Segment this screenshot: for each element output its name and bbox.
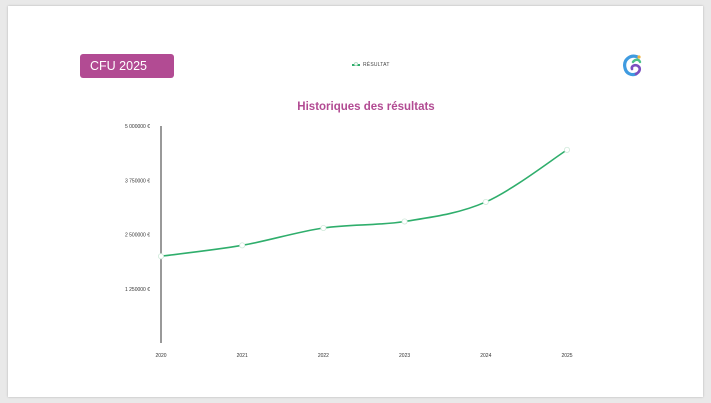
y-tick-label: 2 500000 € xyxy=(125,233,150,239)
legend-label: RÉSULTAT xyxy=(363,62,390,68)
y-tick-label: 3 750000 € xyxy=(125,178,150,184)
x-tick-label: 2023 xyxy=(399,353,410,359)
data-point xyxy=(482,198,489,205)
x-tick-label: 2021 xyxy=(237,353,248,359)
series-line-resultat xyxy=(160,149,568,257)
chart-legend: RÉSULTAT xyxy=(352,62,390,68)
y-tick-label: 1 250000 € xyxy=(125,287,150,293)
legend-line-icon xyxy=(352,62,360,66)
cfu-badge: CFU 2025 xyxy=(80,54,174,78)
swirl-logo-icon xyxy=(623,54,642,77)
x-tick-label: 2020 xyxy=(155,353,166,359)
slide: CFU 2025 RÉSULTAT xyxy=(8,6,703,397)
x-tick-label: 2025 xyxy=(561,353,572,359)
chart-title: Historiques des résultats xyxy=(297,101,434,113)
data-point xyxy=(401,218,408,225)
x-tick-label: 2024 xyxy=(480,353,491,359)
x-tick-label: 2022 xyxy=(318,353,329,359)
data-point xyxy=(564,146,571,153)
data-point xyxy=(320,224,327,231)
y-tick-label: 5 000000 € xyxy=(125,124,150,130)
data-point xyxy=(239,242,246,249)
data-point xyxy=(157,253,164,260)
